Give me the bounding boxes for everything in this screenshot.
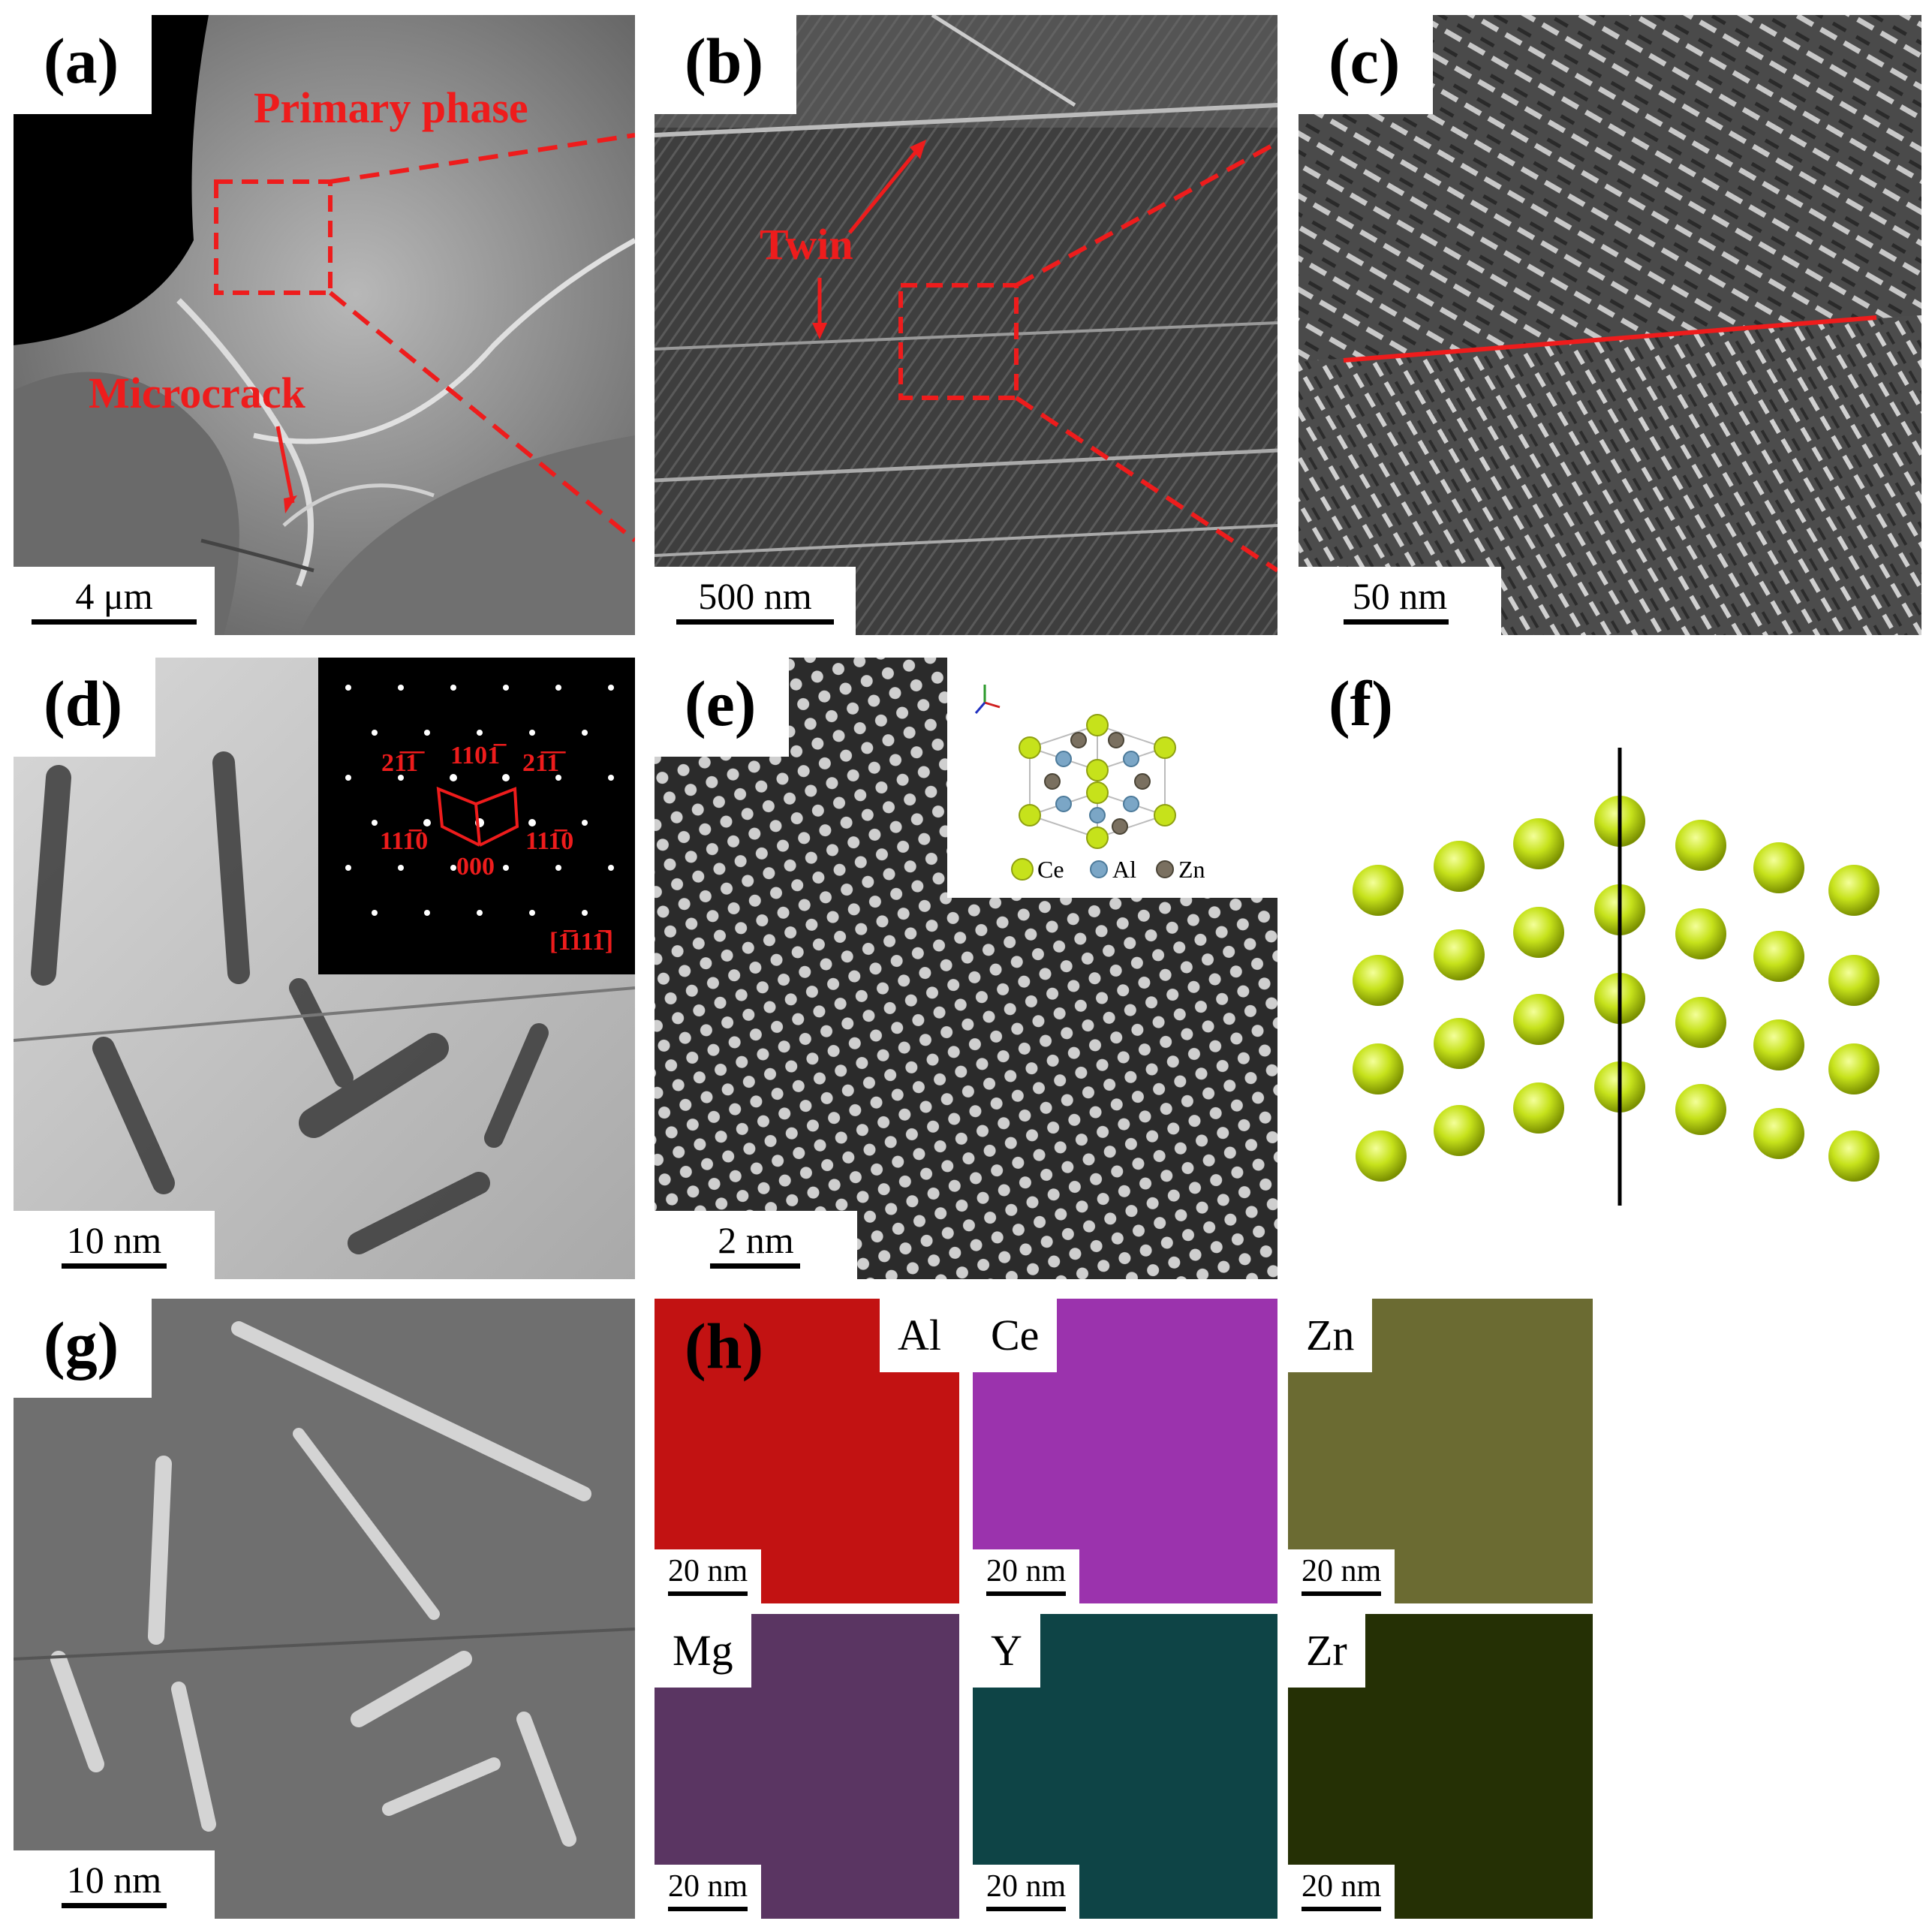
panel-a-scalebar: 4 μm xyxy=(14,567,215,635)
spot-label-2: 1101̅ xyxy=(450,742,501,769)
panel-c-image xyxy=(1299,15,1921,635)
panel-b-scalebar: 500 nm xyxy=(655,567,856,635)
legend-al: Al xyxy=(1112,856,1136,883)
unit-cell-model xyxy=(974,685,1176,881)
eds-element-label-mg: Mg xyxy=(655,1614,751,1688)
eds-map-y: Y 20 nm xyxy=(973,1614,1277,1919)
eds-scalebar-zn: 20 nm xyxy=(1288,1549,1395,1603)
panel-f-label: (f) xyxy=(1299,658,1426,757)
panel-b-label: (b) xyxy=(655,15,797,114)
eds-map-zn: Zn 20 nm xyxy=(1288,1299,1593,1603)
diffraction-inset: 21̅1̅ 1101̅ 21̅1̅ 111̅0 000 111̅0 [1̅111… xyxy=(318,658,635,974)
primary-phase-annotation: Primary phase xyxy=(254,83,528,132)
panel-g-hrtem: (g) 10 nm xyxy=(14,1299,635,1919)
unit-cell-inset: Ce Al Zn xyxy=(947,658,1277,898)
panel-c-scale-label: 50 nm xyxy=(1352,575,1448,617)
eds-scalebar-zr: 20 nm xyxy=(1288,1865,1395,1919)
roi-box-a xyxy=(214,179,333,295)
twin-atomic-model xyxy=(1353,748,1879,1206)
eds-element-label-ce: Ce xyxy=(973,1299,1058,1372)
eds-scalebar-ce: 20 nm xyxy=(973,1549,1080,1603)
panel-c-label: (c) xyxy=(1299,15,1434,114)
legend-zn: Zn xyxy=(1178,856,1205,883)
eds-element-label-zn: Zn xyxy=(1288,1299,1373,1372)
twin-boundary-line xyxy=(1343,315,1877,363)
eds-element-label-al: Al xyxy=(880,1299,959,1372)
panel-h-label: (h) xyxy=(685,1310,764,1382)
roi-box-b xyxy=(898,283,1019,400)
eds-scalebar-y: 20 nm xyxy=(973,1865,1080,1919)
spot-label-5: 000 xyxy=(456,853,495,881)
panel-d-scalebar: 10 nm xyxy=(14,1211,215,1279)
panel-d-hrtem: 21̅1̅ 1101̅ 21̅1̅ 111̅0 000 111̅0 [1̅111… xyxy=(14,658,635,1279)
panel-c-scalebar: 50 nm xyxy=(1299,567,1501,635)
panel-b-scale-label: 500 nm xyxy=(698,575,812,617)
panel-h-eds: Al 20 nm Ce 20 nm Zn 20 nm Mg 20 nm Y 20… xyxy=(655,1299,1593,1919)
spot-label-6: 111̅0 xyxy=(525,827,574,855)
panel-g-label: (g) xyxy=(14,1299,152,1398)
panel-g-scalebar: 10 nm xyxy=(14,1850,215,1919)
panel-g-image xyxy=(14,1299,635,1919)
panel-b-tem: (b) Twin 500 nm xyxy=(655,15,1277,635)
panel-e-scalebar: 2 nm xyxy=(655,1211,857,1279)
eds-element-label-zr: Zr xyxy=(1288,1614,1365,1688)
panel-a-sem: (a) Primary phase Microcrack 4 μm xyxy=(14,15,635,635)
legend-ce: Ce xyxy=(1037,856,1064,883)
panel-d-label: (d) xyxy=(14,658,156,757)
panel-a-scale-label: 4 μm xyxy=(75,575,153,617)
eds-element-label-y: Y xyxy=(973,1614,1040,1688)
panel-e-label: (e) xyxy=(655,658,790,757)
panel-f-model: (f) xyxy=(1299,658,1921,1279)
eds-map-al: Al 20 nm xyxy=(655,1299,959,1603)
spot-label-3: 21̅1̅ xyxy=(522,749,560,777)
spot-label-1: 21̅1̅ xyxy=(381,749,419,777)
panel-d-scale-label: 10 nm xyxy=(66,1219,162,1261)
panel-a-label: (a) xyxy=(14,15,152,114)
eds-scalebar-mg: 20 nm xyxy=(655,1865,762,1919)
panel-a-image xyxy=(14,15,635,635)
eds-scalebar-al: 20 nm xyxy=(655,1549,762,1603)
eds-map-mg: Mg 20 nm xyxy=(655,1614,959,1919)
diffraction-pattern xyxy=(345,685,614,916)
panel-c-tem: (c) 50 nm xyxy=(1299,15,1921,635)
eds-map-zr: Zr 20 nm xyxy=(1288,1614,1593,1919)
microcrack-annotation: Microcrack xyxy=(89,369,305,417)
panel-e-scale-label: 2 nm xyxy=(718,1219,794,1261)
panel-g-scale-label: 10 nm xyxy=(66,1859,162,1901)
twin-annotation: Twin xyxy=(760,220,853,269)
zone-axis-label: [1̅111̅] xyxy=(549,928,614,956)
eds-map-ce: Ce 20 nm xyxy=(973,1299,1277,1603)
panel-e-haadf: Ce Al Zn (e) 2 nm xyxy=(655,658,1277,1279)
spot-label-4: 111̅0 xyxy=(380,827,429,855)
